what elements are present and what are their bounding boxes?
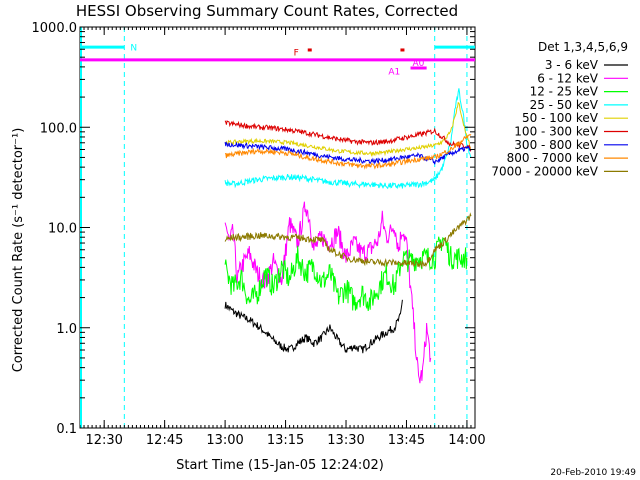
series-line-6 [224,141,472,165]
y-tick-label: 1000.0 [32,21,78,36]
series-line-2 [224,236,468,311]
x-ticks: 12:30 12:45 13:00 13:15 13:30 13:45 14:00 [79,27,486,448]
overlay-label-n: N [130,43,137,53]
y-axis-label: Corrected Count Rate (s⁻¹ detector⁻¹) [11,128,26,373]
x-tick-label: 13:15 [267,433,304,448]
legend-label: 800 - 7000 keV [507,151,599,165]
series-line-1 [224,201,432,384]
series-layer [224,88,472,384]
plot-border [79,26,476,429]
x-tick-label: 14:00 [448,433,485,448]
legend-label: 50 - 100 keV [522,111,599,125]
legend-header: Det 1,3,4,5,6,9 [538,40,628,54]
y-tick-label: 0.1 [56,422,77,437]
legend-label: 6 - 12 keV [537,71,599,85]
flare-marker [400,48,405,52]
overlay-label-a1: A1 [388,67,400,77]
legend-label: 25 - 50 keV [530,98,599,112]
legend-label: 100 - 300 keV [514,125,598,139]
x-tick-label: 13:00 [206,433,243,448]
series-line-3 [224,88,472,190]
x-tick-label: 13:45 [388,433,425,448]
x-tick-label: 12:30 [85,433,122,448]
series-line-8 [224,212,472,269]
plot-frame [79,26,476,429]
legend-label: 7000 - 20000 keV [491,164,598,178]
footer-timestamp: 20-Feb-2010 19:49 [550,468,636,478]
series-line-5 [224,120,472,152]
x-tick-label: 12:45 [146,433,183,448]
x-axis-label: Start Time (15-Jan-05 12:24:02) [176,458,384,473]
series-line-7 [224,133,472,170]
y-tick-label: 1.0 [56,322,77,337]
overlay-label-f: F [294,48,299,58]
y-tick-label: 100.0 [40,121,77,136]
chart-title: HESSI Observing Summary Count Rates, Cor… [76,2,458,20]
legend-label: 12 - 25 keV [530,85,599,99]
legend-label: 3 - 6 keV [545,58,599,72]
x-tick-label: 13:30 [327,433,364,448]
series-line-4 [224,101,472,158]
series-line-0 [224,299,403,354]
y-tick-label: 10.0 [48,222,77,237]
overlay-layer: N F A1 A0 [80,27,475,428]
overlay-label-a0: A0 [413,59,425,69]
legend-label: 300 - 800 keV [514,138,598,152]
flare-marker [307,48,312,52]
y-ticks: 0.1 1.0 10.0 100.0 1000.0 [32,21,475,437]
